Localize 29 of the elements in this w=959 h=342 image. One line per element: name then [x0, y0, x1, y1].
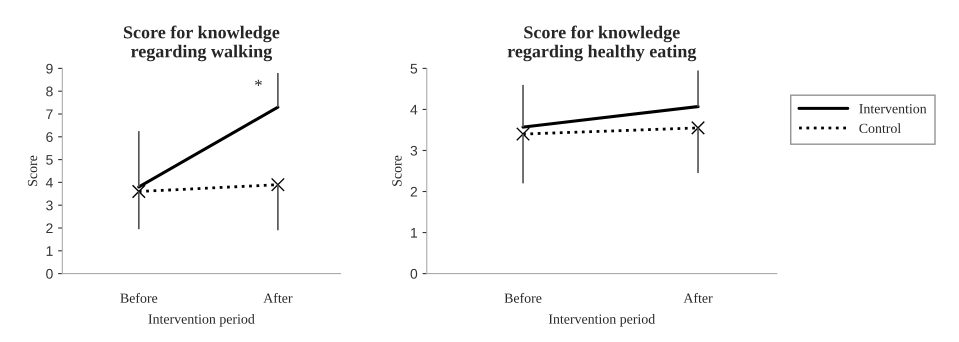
legend-label: Intervention	[859, 104, 926, 114]
y-tick-label: 6	[46, 132, 53, 142]
y-axis-title: Score	[392, 156, 402, 186]
y-tick-label: 2	[46, 223, 53, 234]
x-axis-title: Intervention period	[548, 314, 656, 327]
x-tick-label: Before	[504, 292, 542, 303]
chart-title: Score for knowledge regarding healthy eating	[508, 26, 696, 62]
x-axis-title: Intervention period	[148, 314, 255, 327]
legend-label: Control	[859, 123, 901, 134]
y-tick-label: 1	[46, 246, 53, 256]
y-tick-label: 0	[46, 268, 53, 279]
y-tick-label: 7	[46, 109, 53, 120]
y-tick-label: 4	[46, 178, 53, 188]
y-tick-label: 9	[46, 64, 53, 74]
x-tick-label: After	[684, 292, 713, 303]
y-tick-label: 8	[46, 86, 53, 96]
annotation: *	[255, 80, 262, 86]
x-tick-label: After	[263, 292, 292, 303]
y-tick-label: 5	[410, 64, 418, 74]
y-tick-label: 2	[410, 186, 418, 197]
y-tick-label: 3	[410, 146, 418, 156]
y-axis-title: Score	[28, 156, 38, 186]
x-tick-label: Before	[120, 292, 158, 303]
chart-title: Score for knowledge regarding walking	[124, 26, 280, 62]
y-tick-label: 0	[410, 268, 418, 279]
y-tick-label: 4	[410, 104, 418, 114]
y-tick-label: 1	[411, 228, 418, 238]
y-tick-label: 3	[46, 200, 53, 210]
y-tick-label: 5	[46, 155, 53, 165]
